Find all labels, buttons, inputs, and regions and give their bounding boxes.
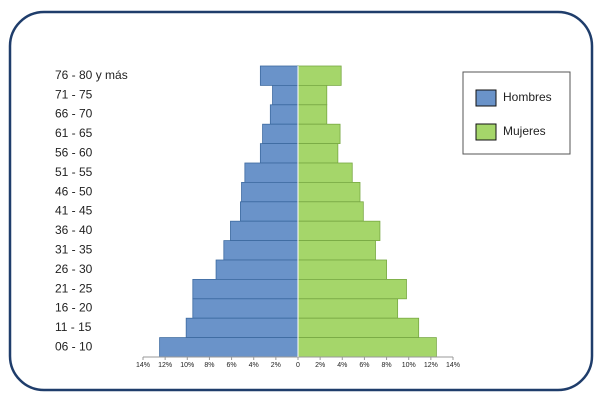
legend-box [462, 71, 571, 155]
category-label: 06 - 10 [55, 339, 93, 353]
category-label: 61 - 65 [55, 126, 93, 140]
bar [297, 201, 364, 222]
category-label: 66 - 70 [55, 107, 93, 121]
category-label: 41 - 45 [55, 204, 93, 218]
category-label: 56 - 60 [55, 145, 93, 159]
category-label: 21 - 25 [55, 281, 93, 295]
bar [262, 123, 299, 144]
category-label: 76 - 80 y más [55, 68, 128, 82]
bar [297, 143, 339, 164]
legend-swatch [475, 89, 497, 107]
x-tick-label: 12% [158, 362, 172, 369]
bar [297, 220, 381, 241]
bar [159, 337, 299, 358]
x-tick-label: 2% [271, 362, 281, 369]
x-tick-label: 4% [337, 362, 347, 369]
x-tick-label: 8% [204, 362, 214, 369]
bar [297, 259, 387, 280]
category-label: 36 - 40 [55, 223, 93, 237]
category-label: 26 - 30 [55, 262, 93, 276]
bar [297, 65, 342, 86]
bar [297, 104, 328, 125]
bar [297, 85, 328, 106]
bar [223, 240, 299, 261]
bar [297, 337, 437, 358]
x-tick-label: 10% [402, 362, 416, 369]
category-label: 11 - 15 [55, 320, 92, 334]
bar [297, 123, 341, 144]
bar [297, 298, 399, 319]
category-label: 71 - 75 [55, 87, 93, 101]
x-tick-label: 10% [180, 362, 194, 369]
bar [240, 201, 299, 222]
bar [297, 162, 353, 183]
bar [241, 181, 299, 203]
bar [230, 220, 299, 241]
category-label: 31 - 35 [55, 242, 93, 256]
bar [192, 278, 299, 300]
bar [259, 143, 299, 164]
bar [244, 162, 299, 183]
category-label: 46 - 50 [55, 184, 93, 198]
x-tick-label: 0 [296, 362, 300, 369]
x-tick-label: 8% [382, 362, 392, 369]
bar [297, 317, 420, 339]
x-tick-label: 4% [249, 362, 259, 369]
bar [259, 65, 299, 86]
x-tick-label: 14% [136, 362, 150, 369]
category-label: 51 - 55 [55, 165, 93, 179]
bar [297, 278, 407, 300]
x-tick-label: 14% [446, 362, 460, 369]
legend-label: Hombres [503, 90, 552, 104]
bar [185, 317, 299, 339]
bar [272, 85, 299, 106]
x-tick-label: 6% [359, 362, 369, 369]
bar [192, 298, 299, 319]
bar [297, 240, 376, 261]
x-tick-label: 2% [315, 362, 325, 369]
x-tick-label: 12% [424, 362, 438, 369]
bar [269, 104, 299, 125]
legend-label: Mujeres [503, 124, 546, 138]
category-label: 16 - 20 [55, 301, 93, 315]
bar [215, 259, 299, 280]
x-tick-label: 6% [227, 362, 237, 369]
bar [297, 181, 361, 203]
legend-swatch [475, 123, 497, 141]
